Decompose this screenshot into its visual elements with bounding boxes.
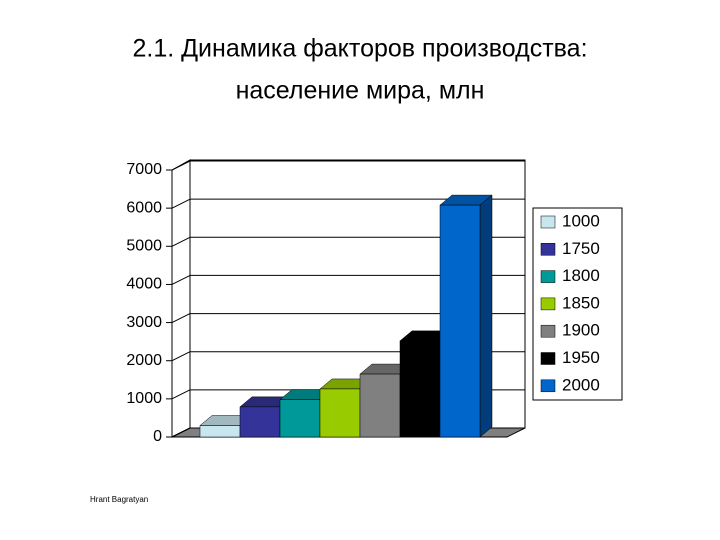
bar: [399, 340, 441, 438]
chart-title: население мира, млн: [236, 77, 485, 105]
legend-label: 1800: [562, 266, 600, 285]
y-tick-label: 7000: [126, 161, 162, 178]
legend-label: 1850: [562, 293, 600, 312]
bar: [319, 388, 361, 438]
legend-label: 2000: [562, 375, 600, 394]
grid-line: [171, 274, 191, 285]
y-tick-label: 4000: [126, 276, 162, 293]
y-tick-label: 5000: [126, 238, 162, 255]
y-tick-label: 1000: [126, 390, 162, 407]
legend-swatch: [540, 297, 556, 311]
legend-swatch: [540, 243, 556, 256]
bar: [439, 204, 481, 438]
grid-line: [171, 427, 191, 438]
bar-side: [479, 194, 493, 438]
footer: Hrant Bagratyan: [90, 495, 148, 504]
side-wall: [171, 159, 191, 438]
grid-line: [171, 313, 191, 324]
legend-swatch: [540, 352, 556, 365]
legend-swatch: [540, 270, 556, 283]
legend-label: 1950: [562, 348, 600, 367]
bar: [279, 399, 321, 438]
legend-label: 1000: [562, 211, 600, 230]
grid-line: [171, 198, 191, 209]
grid-line: [171, 389, 191, 400]
grid-line: [171, 351, 191, 362]
legend-swatch: [540, 324, 556, 338]
grid-line: [171, 236, 191, 247]
legend-swatch: [540, 379, 556, 393]
chart-title: 2.1. Динамика факторов производства:: [132, 35, 587, 63]
y-tick-label: 2000: [126, 352, 162, 369]
y-tick-label: 6000: [126, 199, 162, 216]
bar: [239, 406, 281, 438]
bar: [359, 373, 401, 438]
legend-swatch: [540, 215, 556, 229]
grid-line: [171, 160, 191, 171]
y-tick-label: 0: [153, 428, 162, 445]
legend-label: 1750: [562, 239, 600, 258]
y-tick-label: 3000: [126, 314, 162, 331]
legend-label: 1900: [562, 321, 600, 340]
bar: [199, 425, 241, 438]
